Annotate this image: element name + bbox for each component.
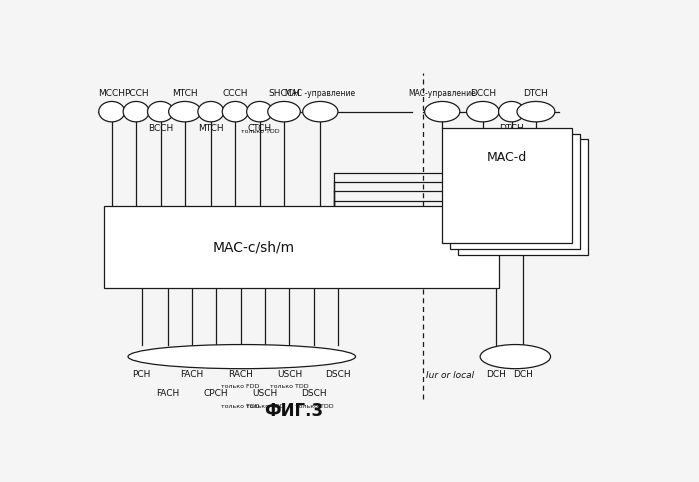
Ellipse shape bbox=[147, 101, 173, 122]
Ellipse shape bbox=[128, 345, 356, 369]
Text: PCH: PCH bbox=[132, 370, 151, 379]
Ellipse shape bbox=[99, 101, 124, 122]
Text: только TDD: только TDD bbox=[222, 403, 260, 409]
Text: Iur or local: Iur or local bbox=[426, 371, 474, 380]
Text: MTCH: MTCH bbox=[172, 90, 198, 98]
Text: MAC-c/sh/m: MAC-c/sh/m bbox=[212, 240, 295, 254]
Text: MAC-d: MAC-d bbox=[487, 150, 527, 163]
Text: DSCH: DSCH bbox=[301, 389, 326, 399]
Ellipse shape bbox=[198, 101, 224, 122]
Ellipse shape bbox=[480, 345, 551, 369]
Text: MCCH: MCCH bbox=[99, 90, 125, 98]
Text: только TDD: только TDD bbox=[246, 403, 284, 409]
FancyBboxPatch shape bbox=[103, 206, 499, 288]
Text: MAC-управление: MAC-управление bbox=[408, 90, 476, 98]
Text: MTCH: MTCH bbox=[198, 124, 224, 133]
FancyBboxPatch shape bbox=[459, 139, 589, 254]
Text: BCCH: BCCH bbox=[148, 124, 173, 133]
Ellipse shape bbox=[123, 101, 149, 122]
Text: FACH: FACH bbox=[180, 370, 203, 379]
Ellipse shape bbox=[268, 101, 301, 122]
Text: CPCH: CPCH bbox=[204, 389, 229, 399]
Text: CCCH: CCCH bbox=[222, 90, 248, 98]
Text: DTCH: DTCH bbox=[499, 124, 524, 133]
Ellipse shape bbox=[498, 101, 524, 122]
Text: RACH: RACH bbox=[229, 370, 253, 379]
Text: USCH: USCH bbox=[252, 389, 278, 399]
Text: DTCH: DTCH bbox=[524, 90, 548, 98]
Ellipse shape bbox=[222, 101, 248, 122]
Text: DCH: DCH bbox=[487, 370, 506, 379]
Text: DSCH: DSCH bbox=[325, 370, 351, 379]
Text: только TDD: только TDD bbox=[241, 129, 280, 134]
Text: ФИГ.3: ФИГ.3 bbox=[264, 402, 323, 420]
Ellipse shape bbox=[467, 101, 499, 122]
Ellipse shape bbox=[247, 101, 273, 122]
Text: USCH: USCH bbox=[277, 370, 302, 379]
Text: PCCH: PCCH bbox=[124, 90, 148, 98]
Ellipse shape bbox=[517, 101, 555, 122]
Text: FACH: FACH bbox=[156, 389, 179, 399]
FancyBboxPatch shape bbox=[450, 134, 580, 249]
Ellipse shape bbox=[424, 101, 460, 122]
FancyBboxPatch shape bbox=[442, 128, 572, 243]
Text: только TDD: только TDD bbox=[270, 384, 309, 389]
Ellipse shape bbox=[303, 101, 338, 122]
Text: только TDD: только TDD bbox=[294, 403, 333, 409]
Text: DCCH: DCCH bbox=[470, 90, 496, 98]
Text: только FDD: только FDD bbox=[222, 384, 260, 389]
Ellipse shape bbox=[168, 101, 201, 122]
Text: MAC -управление: MAC -управление bbox=[285, 90, 355, 98]
Text: CTCH: CTCH bbox=[247, 124, 272, 133]
Text: DCH: DCH bbox=[514, 370, 533, 379]
Text: SHCCH: SHCCH bbox=[268, 90, 300, 98]
